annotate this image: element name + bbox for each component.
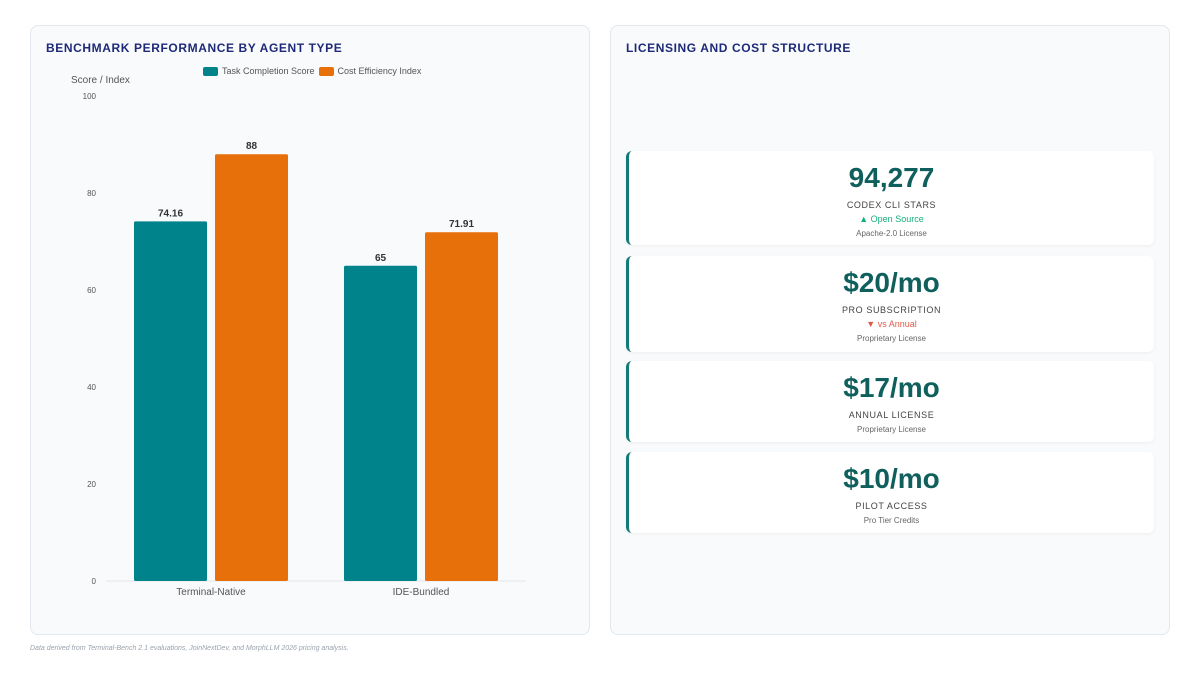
kpi-value: $17/mo [843, 372, 940, 403]
kpi-value: $20/mo [843, 267, 940, 298]
y-tick-label: 0 [92, 577, 97, 586]
kpi-subtext: Apache-2.0 License [856, 229, 927, 238]
licensing-panel-title: LICENSING AND COST STRUCTURE [626, 41, 852, 55]
kpi-subtext: Pro Tier Credits [863, 516, 920, 525]
x-category-label: IDE-Bundled [393, 587, 450, 598]
kpi-card-codex-stars: 94,277 CODEX CLI STARS ▲ Open Source Apa… [626, 151, 1154, 245]
kpi-label: CODEX CLI STARS [846, 200, 937, 210]
kpi-trend-up: ▲ Open Source [859, 214, 924, 224]
bar-data-label: 71.91 [449, 219, 474, 230]
bar-task-completion-score-terminal-native[interactable] [134, 221, 207, 581]
bar-task-completion-score-ide-bundled[interactable] [344, 265, 417, 581]
legend-item-task-completion[interactable]: Task Completion Score [203, 66, 315, 76]
kpi-subtext: Proprietary License [857, 334, 926, 343]
kpi-label: ANNUAL LICENSE [848, 410, 935, 420]
y-tick-label: 60 [87, 286, 96, 295]
kpi-value: $10/mo [843, 463, 940, 494]
bar-data-label: 65 [375, 253, 387, 264]
y-tick-label: 20 [87, 480, 96, 489]
y-tick-label: 100 [83, 92, 97, 101]
legend-swatch-task-completion [203, 66, 218, 76]
legend-label-task-completion: Task Completion Score [222, 66, 315, 76]
legend-label-cost-efficiency: Cost Efficiency Index [337, 66, 422, 76]
bar-cost-efficiency-index-terminal-native[interactable] [215, 154, 288, 581]
bar-cost-efficiency-index-ide-bundled[interactable] [425, 232, 498, 581]
kpi-card-annual-license: $17/mo ANNUAL LICENSE Proprietary Licens… [626, 361, 1154, 442]
bar-data-label: 88 [246, 141, 258, 152]
legend-swatch-cost-efficiency [318, 66, 334, 76]
kpi-card-pro-subscription: $20/mo PRO SUBSCRIPTION ▼ vs Annual Prop… [626, 256, 1154, 352]
benchmark-chart-panel: BENCHMARK PERFORMANCE BY AGENT TYPE Task… [30, 25, 590, 635]
x-category-label: Terminal-Native [176, 587, 246, 598]
y-tick-label: 80 [87, 189, 96, 198]
legend-item-cost-efficiency[interactable]: Cost Efficiency Index [318, 66, 422, 76]
source-footnote: Data derived from Terminal-Bench 2.1 eva… [30, 645, 349, 652]
kpi-value: 94,277 [848, 162, 935, 193]
kpi-card-pilot-access: $10/mo PILOT ACCESS Pro Tier Credits [626, 452, 1154, 533]
bar-chart: 0 20 40 60 80 100 74.16 88 Terminal-Native 65 71.9… [83, 92, 526, 598]
chart-legend: Task Completion Score Cost Efficiency In… [203, 66, 421, 76]
licensing-panel: LICENSING AND COST STRUCTURE 94,277 CODE… [610, 25, 1170, 635]
kpi-label: PILOT ACCESS [855, 501, 928, 511]
chart-panel-title: BENCHMARK PERFORMANCE BY AGENT TYPE [46, 41, 343, 55]
kpi-trend-down: ▼ vs Annual [866, 319, 917, 329]
y-tick-label: 40 [87, 383, 96, 392]
y-axis-title: Score / Index [71, 75, 130, 86]
kpi-label: PRO SUBSCRIPTION [841, 305, 942, 315]
bar-data-label: 74.16 [158, 208, 183, 219]
kpi-subtext: Proprietary License [857, 425, 926, 434]
